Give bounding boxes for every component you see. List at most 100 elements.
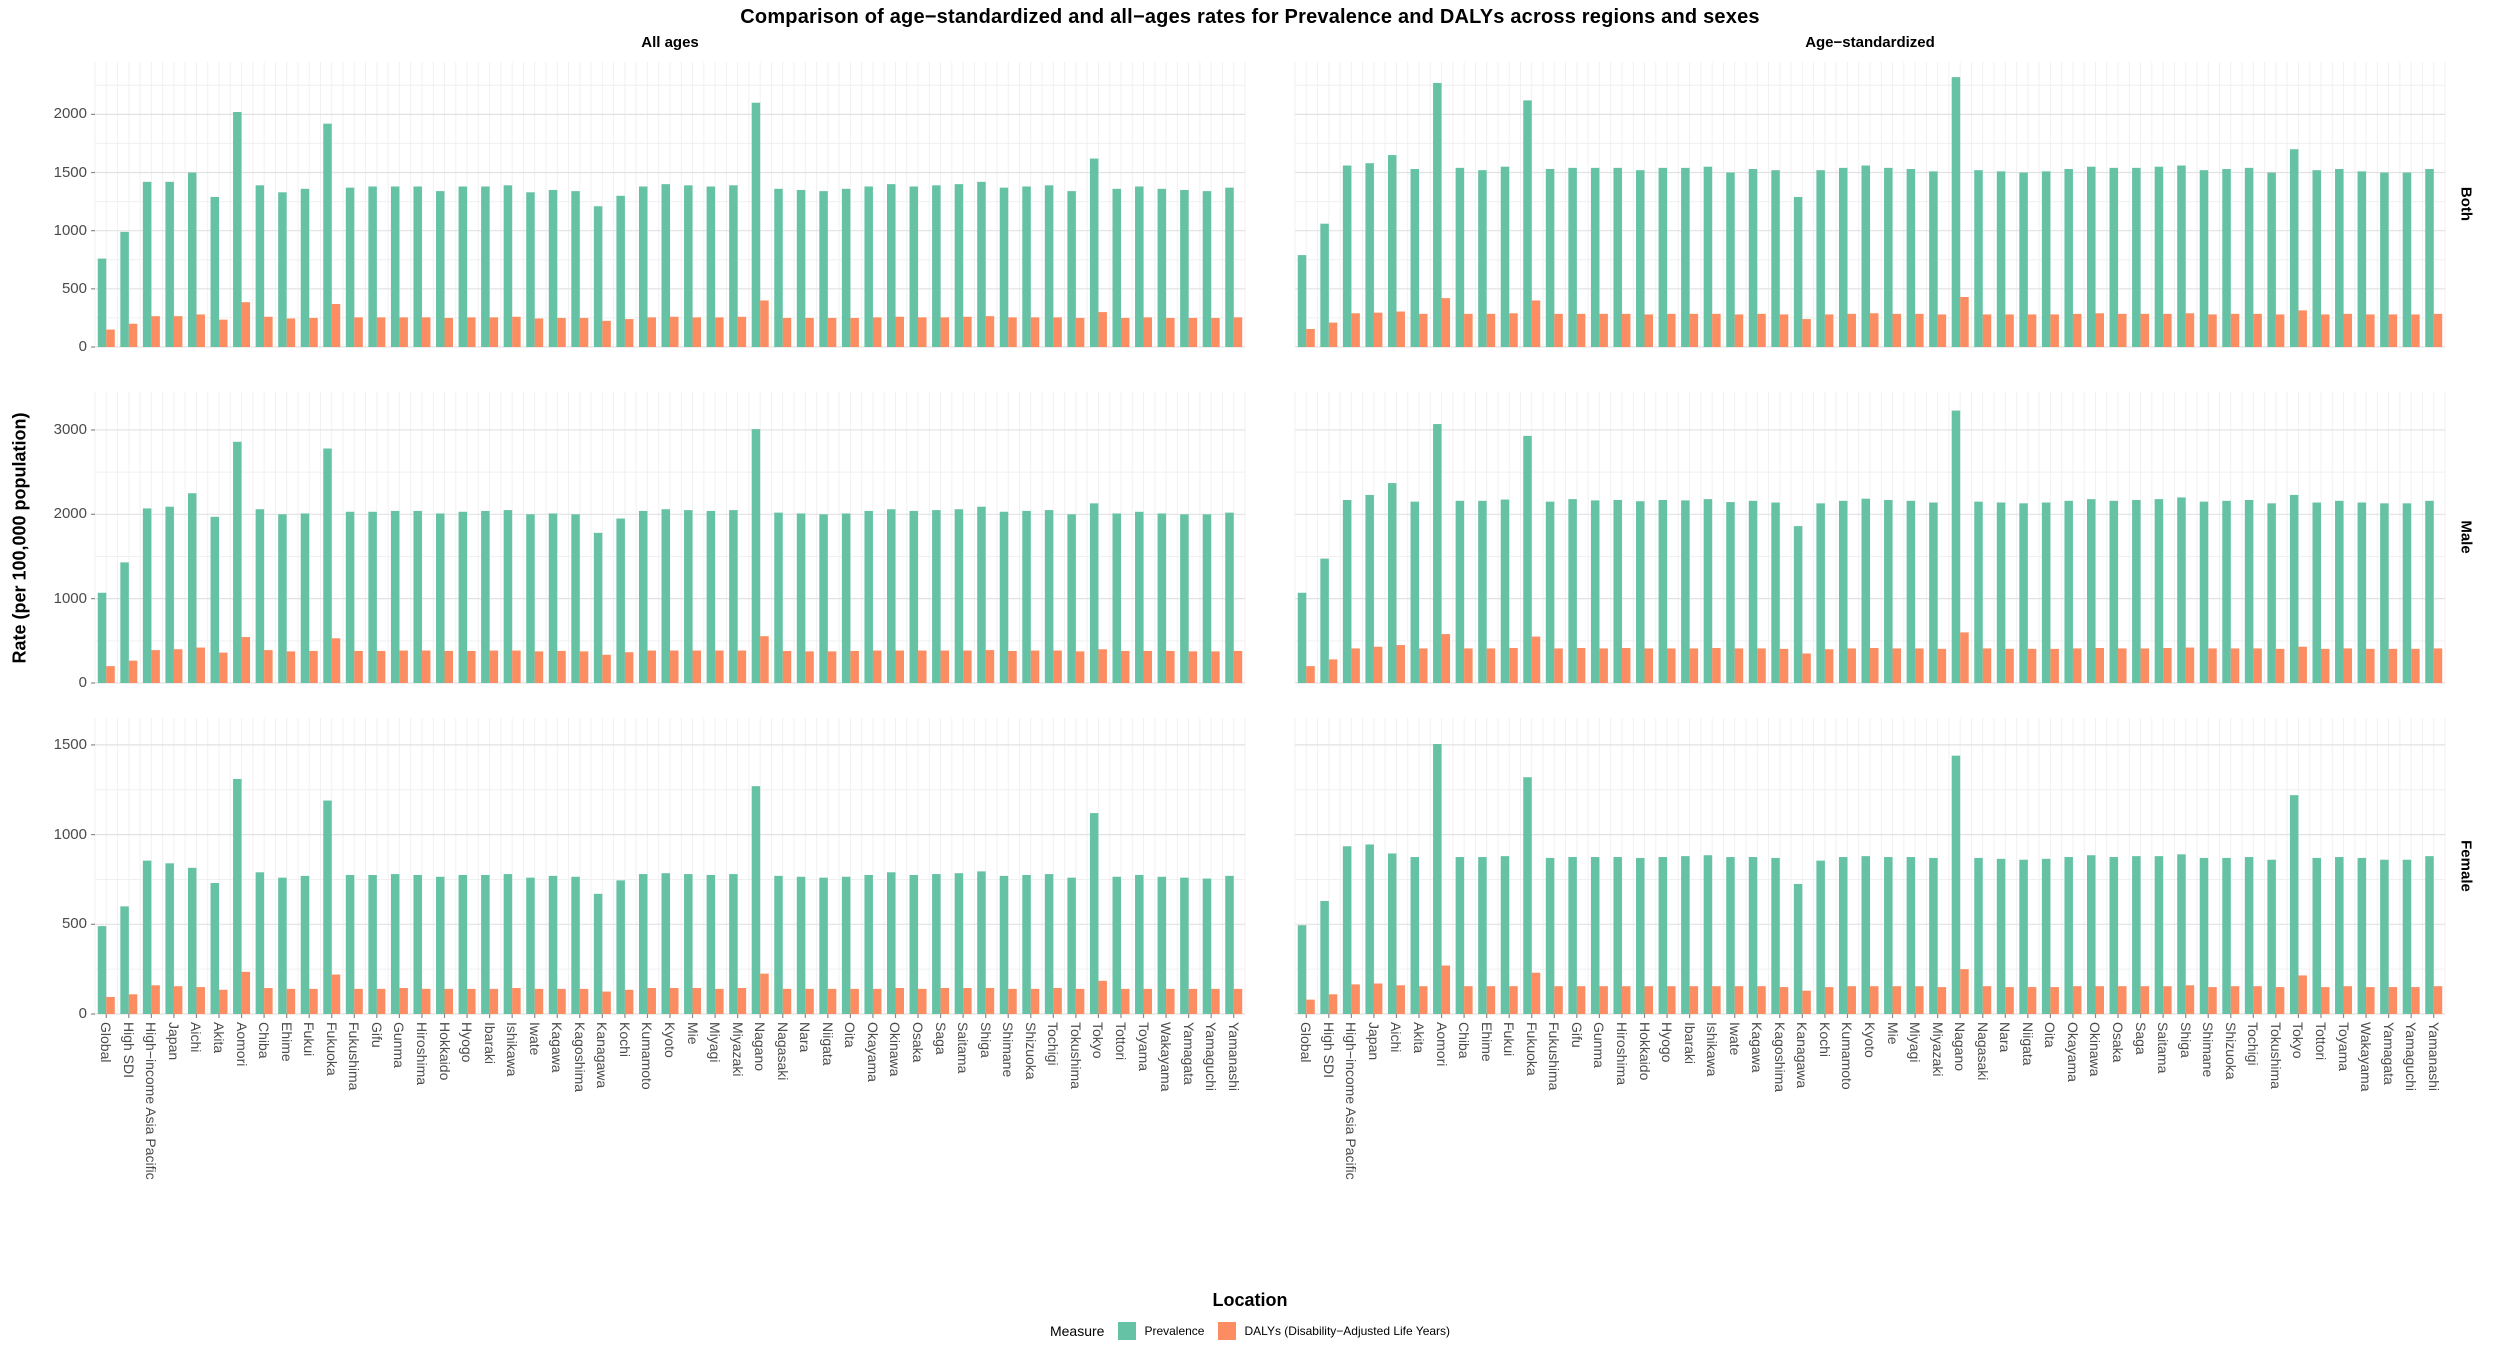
y-tick-label: 3000: [53, 420, 87, 438]
x-tick-label: Tokyo: [2290, 1022, 2307, 1059]
x-tick-label: Nagano: [752, 1022, 769, 1072]
x-tick-label: Toyama: [1135, 1022, 1152, 1072]
x-tick-label: Japan: [165, 1022, 182, 1061]
x-tick-label: Tottori: [2312, 1022, 2329, 1061]
x-tick-label: Kyoto: [1862, 1022, 1878, 1058]
x-tick-label: Kumamoto: [639, 1022, 656, 1090]
x-tick-label: Hokkaido: [1636, 1022, 1653, 1081]
y-tick-label: 0: [78, 338, 87, 355]
x-tick-label: High−income Asia Pacific: [143, 1022, 160, 1180]
legend-title: Measure: [1049, 1323, 1105, 1339]
x-tick-label: Niigata: [2019, 1022, 2036, 1066]
x-tick-label: Okinawa: [887, 1022, 904, 1077]
legend-label-dalys: DALYs (Disability−Adjusted Life Years): [1244, 1324, 1451, 1338]
x-tick-label: High−income Asia Pacific: [1343, 1022, 1360, 1180]
x-tick-label: Oita: [2042, 1022, 2059, 1048]
x-tick-label: High SDI: [120, 1022, 137, 1079]
x-tick-label: Kagoshima: [1771, 1022, 1788, 1093]
x-tick-label: Fukui: [301, 1022, 318, 1057]
prevalence-bars: [1297, 744, 2434, 1014]
x-tick-label: Akita: [211, 1022, 228, 1054]
x-tick-label: Ishikawa: [1704, 1022, 1721, 1077]
x-tick-label: Shizuoka: [1022, 1022, 1039, 1080]
x-tick-label: Hokkaido: [436, 1022, 453, 1081]
chart-title: Comparison of age−standardized and all−a…: [740, 6, 1760, 28]
x-tick-label: Miyazaki: [1929, 1022, 1946, 1077]
x-tick-label: Nara: [1997, 1022, 2014, 1053]
prevalence-bars: [97, 778, 1234, 1014]
prevalence-bars: [97, 102, 1234, 348]
x-tick-label: Hiroshima: [413, 1022, 430, 1086]
panel-female-all-ages: [91, 718, 1246, 1018]
legend-item-dalys: DALYs (Disability−Adjusted Life Years): [1218, 1322, 1450, 1340]
dalys-bars: [1306, 965, 2443, 1014]
facet-row-label-female: Female: [2457, 840, 2475, 892]
x-tick-label: Gifu: [368, 1022, 385, 1048]
x-tick-label: Aichi: [188, 1022, 205, 1053]
x-tick-label: Gunma: [391, 1022, 408, 1068]
panel-both-age-standardized: [1294, 62, 2446, 348]
y-tick-label: 1000: [53, 825, 87, 843]
facet-row-label-male: Male: [2457, 520, 2475, 554]
x-tick-label: Hyogo: [1659, 1022, 1676, 1063]
facet-column-label-all-ages: All ages: [641, 34, 699, 51]
x-tick-label: Shizuoka: [2222, 1022, 2239, 1080]
panel-male-age-standardized: [1294, 392, 2446, 684]
x-tick-label: Kagoshima: [571, 1022, 588, 1093]
x-tick-label: Chiba: [256, 1022, 273, 1059]
x-tick-label: Ibaraki: [481, 1022, 498, 1065]
dalys-swatch-icon: [1218, 1322, 1237, 1340]
x-tick-label: Shiga: [2177, 1022, 2194, 1058]
legend: Measure Prevalence DALYs (Disability−Adj…: [0, 1322, 2500, 1340]
x-tick-label: Kanagawa: [594, 1022, 611, 1089]
panel-female-age-standardized: [1294, 718, 2446, 1018]
y-tick-label: 500: [61, 915, 87, 933]
y-tick-label: 0: [78, 1005, 87, 1022]
prevalence-swatch-icon: [1118, 1322, 1137, 1340]
y-tick-label: 1500: [53, 163, 87, 181]
y-tick-label: 2000: [53, 505, 87, 523]
x-tick-label: Saga: [2132, 1022, 2149, 1055]
x-tick-label: Iwate: [526, 1022, 543, 1056]
x-tick-label: Iwate: [1726, 1022, 1743, 1056]
facet-row-label-both: Both: [2457, 186, 2475, 222]
y-axis-title: Rate (per 100,000 population): [9, 412, 30, 664]
x-tick-label: Wakayama: [2358, 1022, 2375, 1092]
dalys-bars: [106, 971, 1243, 1014]
x-tick-label: Yamaguchi: [2403, 1022, 2420, 1092]
x-tick-label: Kanagawa: [1794, 1022, 1811, 1089]
x-tick-label: Fukushima: [1546, 1022, 1563, 1091]
x-tick-label: Yamanashi: [1225, 1022, 1242, 1092]
x-tick-label: Yamagata: [2380, 1022, 2397, 1085]
x-tick-label: Osaka: [910, 1022, 927, 1063]
x-tick-label: Yamagata: [1180, 1022, 1197, 1085]
x-tick-label: Tochigi: [1045, 1022, 1062, 1066]
x-tick-label: Shiga: [977, 1022, 994, 1058]
x-tick-label: Miyazaki: [729, 1022, 746, 1077]
prevalence-bars: [97, 429, 1234, 683]
x-tick-label: Saga: [932, 1022, 949, 1055]
y-tick-label: 1000: [53, 221, 87, 239]
x-axis-title: Location: [1212, 1290, 1288, 1310]
panel-male-all-ages: [91, 392, 1246, 684]
x-tick-label: High SDI: [1320, 1022, 1337, 1079]
x-tick-label: Miyagi: [1907, 1022, 1924, 1063]
x-tick-label: Okayama: [2064, 1022, 2081, 1082]
y-tick-label: 1500: [53, 735, 87, 753]
legend-label-prevalence: Prevalence: [1144, 1324, 1205, 1338]
x-tick-label: Yamanashi: [2425, 1022, 2442, 1092]
x-tick-label: Kagawa: [1749, 1022, 1766, 1073]
x-tick-label: Okinawa: [2087, 1022, 2104, 1077]
x-tick-label: Kumamoto: [1839, 1022, 1856, 1090]
x-tick-label: Gifu: [1568, 1022, 1585, 1048]
dalys-bars: [1306, 632, 2443, 683]
x-tick-label: Okayama: [864, 1022, 881, 1082]
x-tick-label: Akita: [1411, 1022, 1428, 1054]
y-tick-label: 500: [61, 279, 87, 297]
x-tick-label: Tokushima: [1067, 1022, 1084, 1089]
x-tick-label: Tochigi: [2245, 1022, 2262, 1066]
x-tick-label: Kochi: [1816, 1022, 1833, 1058]
panel-both-all-ages: [91, 62, 1246, 348]
legend-item-prevalence: Prevalence: [1118, 1322, 1204, 1340]
